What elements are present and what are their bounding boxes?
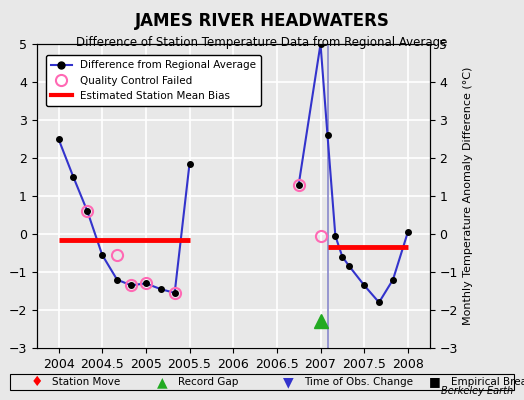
Text: Record Gap: Record Gap	[178, 377, 238, 387]
Text: ▲: ▲	[157, 375, 168, 389]
Text: ▼: ▼	[283, 375, 293, 389]
Y-axis label: Monthly Temperature Anomaly Difference (°C): Monthly Temperature Anomaly Difference (…	[463, 67, 473, 325]
Text: Station Move: Station Move	[52, 377, 121, 387]
Legend: Difference from Regional Average, Quality Control Failed, Estimated Station Mean: Difference from Regional Average, Qualit…	[46, 55, 261, 106]
Text: ♦: ♦	[30, 375, 43, 389]
Text: ■: ■	[429, 376, 441, 388]
Text: Berkeley Earth: Berkeley Earth	[441, 386, 514, 396]
Text: Time of Obs. Change: Time of Obs. Change	[304, 377, 413, 387]
Text: JAMES RIVER HEADWATERS: JAMES RIVER HEADWATERS	[135, 12, 389, 30]
Text: Difference of Station Temperature Data from Regional Average: Difference of Station Temperature Data f…	[77, 36, 447, 49]
Text: Empirical Break: Empirical Break	[451, 377, 524, 387]
